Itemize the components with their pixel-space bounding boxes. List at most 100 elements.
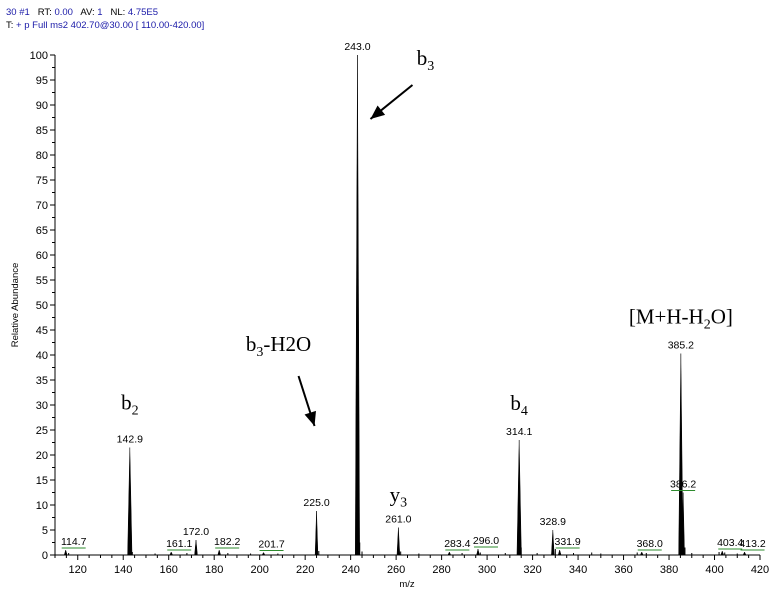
rt-value: 0.00 bbox=[54, 7, 73, 18]
y-tick-label: 65 bbox=[36, 225, 48, 237]
peak-label: 403.4 bbox=[717, 537, 743, 549]
axes: 0 5 10 15 20 25 30 35 40 45 50 55 60 65 70 75 80 85 90 95 10… bbox=[30, 50, 770, 576]
peak-mz-413.2 bbox=[742, 551, 747, 556]
annotation-base: b bbox=[121, 391, 132, 415]
y-tick-label: 80 bbox=[36, 150, 48, 162]
peak-mz-261.0 bbox=[396, 527, 401, 556]
annotation-m-h-h2o: [M+H-H2O] bbox=[629, 305, 733, 333]
x-tick-label: 360 bbox=[614, 564, 632, 576]
peak-label: 243.0 bbox=[344, 41, 370, 53]
y-tick-label: 20 bbox=[36, 450, 48, 462]
annotation-arrow-head bbox=[304, 410, 316, 426]
peak-mz-368.0 bbox=[639, 551, 644, 556]
peak-mz-172.0 bbox=[194, 539, 198, 556]
peak-mz-283.4 bbox=[447, 551, 452, 556]
peak-label: 386.2 bbox=[670, 479, 696, 491]
peak-label: 182.2 bbox=[214, 536, 240, 548]
nl-value: 4.75E5 bbox=[127, 7, 159, 18]
peak-mz-161.1 bbox=[169, 551, 174, 556]
peak-mz-243.0 bbox=[355, 54, 360, 556]
y-tick-label: 40 bbox=[36, 350, 48, 362]
y-tick-label: 30 bbox=[36, 400, 48, 412]
annotation-base: b bbox=[417, 46, 428, 70]
x-tick-label: 280 bbox=[432, 564, 450, 576]
peak-mz-182.2 bbox=[217, 549, 221, 556]
y-tick-label: 50 bbox=[36, 300, 48, 312]
annotation-subscript: 3 bbox=[256, 345, 263, 360]
peak-mz-314.1 bbox=[516, 439, 522, 556]
filter-text: + p Full ms2 402.70@30.00 [ 110.00-420.0… bbox=[16, 20, 205, 31]
av-value: 1 bbox=[97, 7, 103, 18]
y-tick-label: 55 bbox=[36, 275, 48, 287]
y-tick-label: 5 bbox=[42, 525, 48, 537]
peak-label: 114.7 bbox=[61, 536, 87, 548]
annotation-subscript: 3 bbox=[427, 59, 434, 74]
nl-label: NL: bbox=[110, 7, 126, 18]
x-tick-label: 420 bbox=[751, 564, 769, 576]
peak-label: 314.1 bbox=[506, 426, 532, 438]
peak-label: 368.0 bbox=[637, 538, 663, 550]
annotation-subscript: 2 bbox=[132, 404, 139, 419]
x-tick-label: 180 bbox=[205, 564, 223, 576]
annotation-suffix: O] bbox=[711, 305, 733, 329]
y-tick-label: 90 bbox=[36, 100, 48, 112]
y-tick-label: 70 bbox=[36, 200, 48, 212]
annotation-b3: b3 bbox=[417, 46, 435, 74]
annotation-base: b bbox=[510, 391, 521, 415]
y-tick-label: 100 bbox=[30, 50, 48, 62]
peak-label: 201.7 bbox=[258, 539, 284, 551]
scan-header-line1: 30 #1 RT: 0.00 AV: 1 NL: 4.75E5 bbox=[6, 7, 158, 18]
peak-mz-114.7 bbox=[63, 549, 68, 556]
y-tick-label: 0 bbox=[42, 550, 48, 562]
x-tick-label: 120 bbox=[69, 564, 87, 576]
peak-mz-142.9 bbox=[127, 447, 133, 556]
peak-label: 385.2 bbox=[668, 340, 694, 352]
peak-mz-296.0 bbox=[476, 548, 480, 556]
y-axis-title: Relative Abundance bbox=[10, 263, 21, 348]
annotation-b3-h2o: b3-H2O bbox=[246, 332, 311, 360]
scan-label: 30 #1 bbox=[6, 7, 30, 18]
peak-mz-201.7 bbox=[261, 551, 266, 556]
annotation-b4: b4 bbox=[510, 391, 528, 419]
y-tick-label: 25 bbox=[36, 425, 48, 437]
annotation-subscript: 4 bbox=[521, 404, 528, 419]
rt-label: RT: bbox=[37, 7, 52, 18]
labeled-peaks bbox=[63, 54, 747, 556]
peak-mz-385.2 bbox=[678, 353, 684, 556]
y-tick-label: 75 bbox=[36, 175, 48, 187]
y-tick-label: 60 bbox=[36, 250, 48, 262]
x-tick-label: 340 bbox=[569, 564, 587, 576]
annotation-y3: y3 bbox=[390, 483, 408, 511]
x-tick-label: 260 bbox=[387, 564, 405, 576]
x-tick-label: 240 bbox=[341, 564, 359, 576]
peak-label: 225.0 bbox=[303, 497, 329, 509]
peak-label: 142.9 bbox=[117, 434, 143, 446]
annotation-suffix: -H2O bbox=[263, 332, 311, 356]
x-tick-label: 400 bbox=[705, 564, 723, 576]
peak-label: 296.0 bbox=[473, 535, 499, 547]
peak-label: 261.0 bbox=[385, 514, 411, 526]
peak-mz-386.2 bbox=[681, 492, 685, 556]
peak-mz-331.9 bbox=[557, 549, 562, 556]
annotation-subscript: 3 bbox=[400, 496, 407, 511]
annotation-base: y bbox=[390, 483, 401, 507]
x-axis-title: m/z bbox=[399, 579, 415, 590]
y-tick-label: 35 bbox=[36, 375, 48, 387]
av-label: AV: bbox=[80, 7, 95, 18]
annotation-subscript: 2 bbox=[704, 318, 711, 333]
y-tick-label: 15 bbox=[36, 475, 48, 487]
peak-mz-328.9 bbox=[551, 529, 555, 556]
scan-header-line2: T: + p Full ms2 402.70@30.00 [ 110.00-42… bbox=[6, 20, 204, 31]
x-tick-label: 160 bbox=[160, 564, 178, 576]
annotation-base: [M+H-H bbox=[629, 305, 704, 329]
peak-label: 172.0 bbox=[183, 526, 209, 538]
y-tick-label: 95 bbox=[36, 75, 48, 87]
annotation-base: b bbox=[246, 332, 257, 356]
y-tick-label: 85 bbox=[36, 125, 48, 137]
x-tick-label: 200 bbox=[250, 564, 268, 576]
x-tick-label: 140 bbox=[114, 564, 132, 576]
peak-mz-403.4 bbox=[720, 550, 725, 556]
peak-label: 331.9 bbox=[555, 536, 581, 548]
